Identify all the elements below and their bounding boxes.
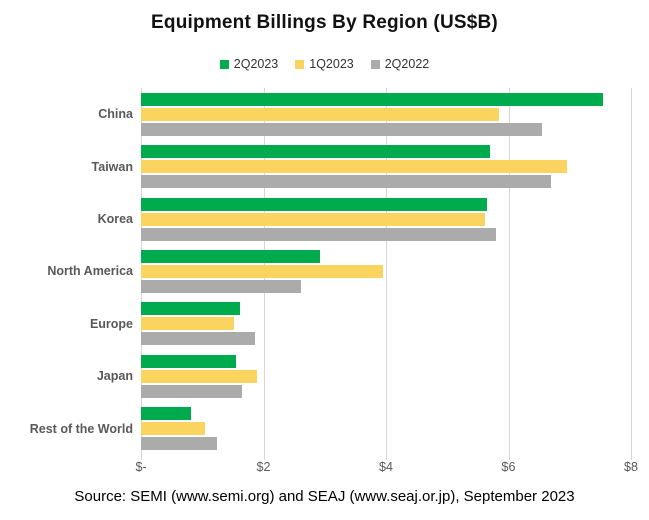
bar-2q2023 bbox=[141, 302, 240, 316]
category-label: Japan bbox=[96, 369, 133, 384]
legend-swatch-icon bbox=[295, 59, 305, 69]
bar-2q2023 bbox=[141, 145, 490, 159]
bar-2q2022 bbox=[141, 122, 543, 136]
bar-1q2023 bbox=[141, 422, 206, 436]
bar-2q2022 bbox=[141, 227, 497, 241]
bar-2q2023 bbox=[141, 92, 604, 106]
bar-group-china bbox=[141, 88, 631, 140]
legend-label: 2Q2023 bbox=[233, 57, 279, 71]
x-tick-label: $2 bbox=[256, 460, 271, 474]
legend-swatch-icon bbox=[370, 59, 380, 69]
legend-label: 1Q2023 bbox=[309, 57, 354, 71]
category-label: China bbox=[98, 107, 133, 122]
legend-swatch-icon bbox=[219, 59, 229, 69]
x-axis: $- $2 $4 $6 $8 bbox=[135, 460, 638, 476]
plot-area: China Taiwan Korea North America Europe Japan… bbox=[30, 88, 632, 460]
gridline-8 bbox=[631, 88, 632, 460]
bar-2q2023 bbox=[141, 354, 236, 368]
source-caption: Source: SEMI (www.semi.org) and SEAJ (ww… bbox=[74, 488, 575, 505]
gridline-6 bbox=[508, 88, 510, 460]
bar-2q2023 bbox=[141, 249, 321, 263]
gridline-4 bbox=[386, 88, 387, 460]
bar-2q2022 bbox=[141, 437, 217, 451]
legend-label: 2Q2022 bbox=[384, 57, 430, 71]
bar-1q2023 bbox=[141, 317, 235, 331]
bar-group-japan bbox=[141, 350, 631, 402]
x-tick-label: $- bbox=[135, 460, 147, 474]
bar-group-north-america bbox=[141, 245, 631, 297]
bar-rows bbox=[141, 88, 631, 455]
bar-1q2023 bbox=[141, 264, 383, 278]
x-tick-label: $8 bbox=[624, 460, 638, 474]
legend-item-2q2022: 2Q2022 bbox=[370, 57, 430, 71]
bar-2q2023 bbox=[141, 197, 488, 211]
category-label: Rest of the World bbox=[29, 421, 133, 436]
bar-group-taiwan bbox=[141, 140, 631, 192]
legend-item-2q2023: 2Q2023 bbox=[219, 57, 279, 71]
chart-title: Equipment Billings By Region (US$B) bbox=[151, 12, 498, 33]
legend-item-1q2023: 1Q2023 bbox=[295, 57, 354, 71]
category-label: North America bbox=[47, 264, 133, 279]
bar-1q2023 bbox=[141, 107, 500, 121]
bar-2q2022 bbox=[141, 384, 243, 398]
legend: 2Q2023 1Q2023 2Q2022 bbox=[0, 57, 649, 71]
bar-1q2023 bbox=[141, 160, 567, 174]
bar-2q2022 bbox=[141, 175, 552, 189]
bar-group-europe bbox=[141, 298, 631, 350]
bar-2q2022 bbox=[141, 332, 255, 346]
category-label: Europe bbox=[89, 316, 133, 331]
category-label: Taiwan bbox=[91, 159, 133, 174]
bar-1q2023 bbox=[141, 212, 485, 226]
bar-2q2022 bbox=[141, 279, 302, 293]
bar-2q2023 bbox=[141, 407, 192, 421]
category-label: Korea bbox=[97, 212, 133, 227]
bar-group-korea bbox=[141, 193, 631, 245]
bar-group-rest-of-the-world bbox=[141, 403, 631, 455]
x-tick-label: $4 bbox=[379, 460, 393, 474]
x-tick-label: $6 bbox=[501, 460, 516, 474]
bar-1q2023 bbox=[141, 369, 258, 383]
category-labels: China Taiwan Korea North America Europe Japan… bbox=[0, 88, 141, 455]
